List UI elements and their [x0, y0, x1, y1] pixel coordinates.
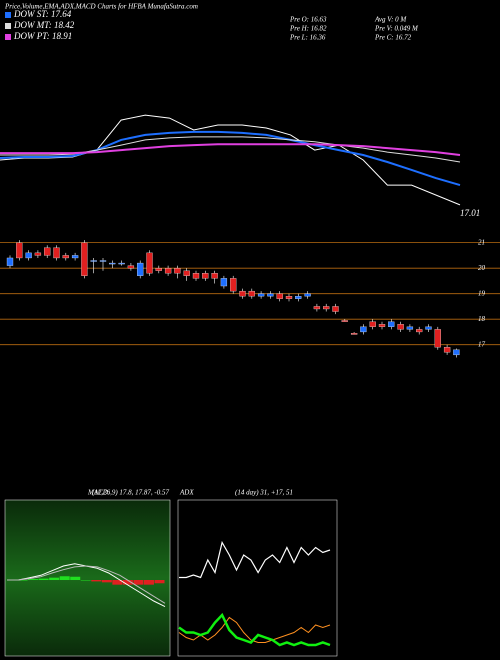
candle-body — [323, 306, 330, 310]
histogram-bar — [112, 580, 123, 585]
histogram-bar — [17, 580, 28, 581]
candle-body — [443, 347, 451, 353]
line-series — [178, 612, 331, 647]
candle-body — [44, 247, 51, 256]
candle-body — [304, 293, 311, 297]
candle-body — [350, 333, 358, 335]
candle-body — [425, 326, 432, 330]
line-series — [178, 616, 331, 643]
candle-body — [230, 278, 237, 292]
histogram-bar — [91, 580, 102, 582]
candle-body — [81, 242, 88, 276]
panel-params: (12,26,9) 17.8, 17.87, -0.57 — [92, 489, 169, 497]
candle-body — [267, 293, 274, 297]
candle-body — [90, 260, 97, 262]
y-tick-label: 19 — [478, 289, 486, 297]
candle-body — [183, 270, 190, 276]
legend-swatch — [5, 12, 11, 18]
price-info: Pre V: 0.049 M — [374, 25, 419, 33]
candle-body — [388, 321, 395, 327]
legend-label: DOW ST: 17.64 — [13, 9, 72, 19]
candle-body — [406, 326, 414, 330]
line-series — [0, 136, 461, 163]
page-title: Price,Volume,EMA,ADX,MACD Charts for HFB… — [4, 3, 198, 11]
legend-label: DOW PT: 18.91 — [13, 31, 72, 41]
histogram-bar — [38, 578, 49, 580]
candle-body — [332, 306, 339, 312]
candle-body — [127, 265, 135, 269]
candle-body — [146, 252, 153, 274]
candle-body — [416, 329, 423, 333]
candle-body — [211, 273, 218, 279]
histogram-bar — [80, 580, 91, 581]
candle-body — [202, 273, 209, 279]
histogram-bar — [49, 577, 60, 580]
histogram-bar — [133, 580, 144, 585]
panel-params: (14 day) 31, +17, 51 — [235, 489, 293, 497]
line-series — [0, 130, 461, 187]
candle-body — [71, 255, 79, 259]
candle-body — [397, 324, 404, 330]
candle-body — [378, 324, 386, 327]
candle-body — [239, 290, 246, 297]
price-info: Pre C: 16.72 — [374, 34, 412, 42]
panel-label: ADX — [179, 489, 194, 497]
price-info: Avg V: 0 M — [374, 16, 407, 24]
legend-swatch — [5, 23, 11, 29]
candle-body — [16, 242, 23, 259]
legend-swatch — [5, 34, 11, 40]
last-price: 17.01 — [460, 208, 480, 218]
candle-body — [313, 306, 321, 310]
candle-body — [155, 268, 162, 271]
line-series — [0, 143, 461, 156]
price-info: Pre L: 16.36 — [289, 34, 326, 42]
candle-body — [25, 252, 32, 259]
candle-body — [257, 293, 265, 297]
candle-body — [341, 320, 348, 322]
candle-body — [285, 296, 293, 299]
line-series — [7, 565, 166, 604]
line-series — [0, 114, 461, 206]
candle-body — [53, 247, 60, 259]
candle-body — [369, 321, 376, 327]
legend-label: DOW MT: 18.42 — [13, 20, 75, 30]
panel-label: MACD: — [87, 489, 110, 497]
candle-body — [34, 252, 42, 256]
price-info: Pre H: 16.82 — [289, 25, 327, 33]
price-info: Pre O: 16.63 — [289, 16, 327, 24]
candle-body — [220, 278, 228, 287]
candle-body — [248, 290, 255, 297]
candle-body — [192, 273, 200, 279]
y-tick-label: 18 — [478, 315, 486, 323]
histogram-bar — [70, 576, 81, 580]
candle-body — [276, 293, 283, 299]
y-tick-label: 20 — [478, 264, 486, 272]
y-tick-label: 17 — [478, 340, 486, 348]
histogram-bar — [28, 579, 39, 580]
candle-body — [453, 349, 460, 356]
candle-body — [99, 260, 107, 262]
candle-body — [137, 262, 144, 276]
histogram-bar — [122, 580, 133, 585]
candle-body — [6, 257, 14, 266]
histogram-bar — [59, 576, 70, 580]
histogram-bar — [154, 580, 165, 584]
line-series — [179, 540, 331, 579]
candle-body — [164, 268, 172, 274]
candle-body — [295, 296, 302, 299]
y-tick-label: 21 — [478, 238, 485, 246]
candle-body — [118, 262, 125, 265]
candle-body — [62, 255, 69, 259]
histogram-bar — [143, 580, 154, 585]
histogram-bar — [101, 580, 112, 583]
candle-body — [360, 326, 367, 333]
adx-panel — [177, 499, 338, 657]
candle-body — [109, 262, 116, 265]
candle-body — [434, 329, 441, 348]
candle-body — [174, 268, 181, 274]
